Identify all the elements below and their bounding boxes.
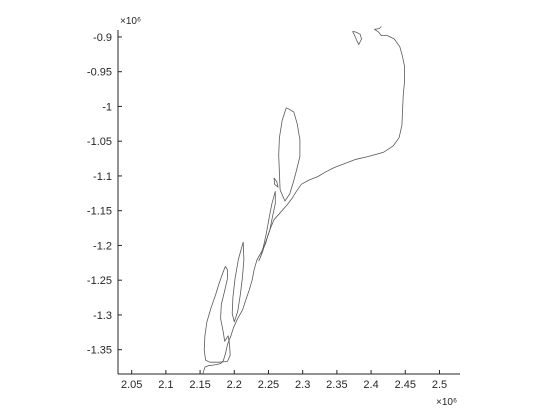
y-tick-label: -1.2 xyxy=(93,240,112,252)
y-tick-label: -1.35 xyxy=(87,345,112,357)
coastline-series-2 xyxy=(278,107,301,202)
x-tick-label: 2.25 xyxy=(258,379,279,391)
y-tick-label: -1 xyxy=(102,101,112,113)
y-tick-label: -1.3 xyxy=(93,310,112,322)
y-tick-label: -1.25 xyxy=(87,275,112,287)
coastline-series-0 xyxy=(202,26,406,375)
x-tick-label: 2.2 xyxy=(227,379,242,391)
x-tick-label: 2.15 xyxy=(189,379,210,391)
coastline-series-6 xyxy=(273,177,279,188)
x-tick-label: 2.45 xyxy=(395,379,416,391)
x-tick-label: 2.3 xyxy=(295,379,310,391)
coastline-series-4 xyxy=(231,241,245,323)
coastline-series-5 xyxy=(352,31,362,45)
x-tick-label: 2.4 xyxy=(363,379,378,391)
y-tick-label: -1.15 xyxy=(87,206,112,218)
x-exponent-label: ×10⁶ xyxy=(436,397,457,408)
y-axis: -0.9 -0.95 -1 -1.05 -1.1 -1.15 -1.2 -1.25 -1.3 -1… xyxy=(87,30,122,374)
x-tick-label: 2.5 xyxy=(432,379,447,391)
y-tick-label: -0.9 xyxy=(93,32,112,44)
coastline-series-3 xyxy=(258,191,276,262)
x-tick-label: 2.35 xyxy=(326,379,347,391)
coastline-layer xyxy=(202,26,406,375)
x-tick-label: 2.05 xyxy=(121,379,142,391)
y-tick-label: -1.1 xyxy=(93,171,112,183)
y-tick-label: -0.95 xyxy=(87,67,112,79)
y-exponent-label: ×10⁶ xyxy=(120,16,141,27)
coastline-series-1 xyxy=(203,266,231,363)
y-tick-label: -1.05 xyxy=(87,136,112,148)
x-tick-label: 2.1 xyxy=(158,379,173,391)
x-axis: 2.05 2.1 2.15 2.2 2.25 2.3 2.35 2.4 2.45 2.5 xyxy=(118,370,460,391)
